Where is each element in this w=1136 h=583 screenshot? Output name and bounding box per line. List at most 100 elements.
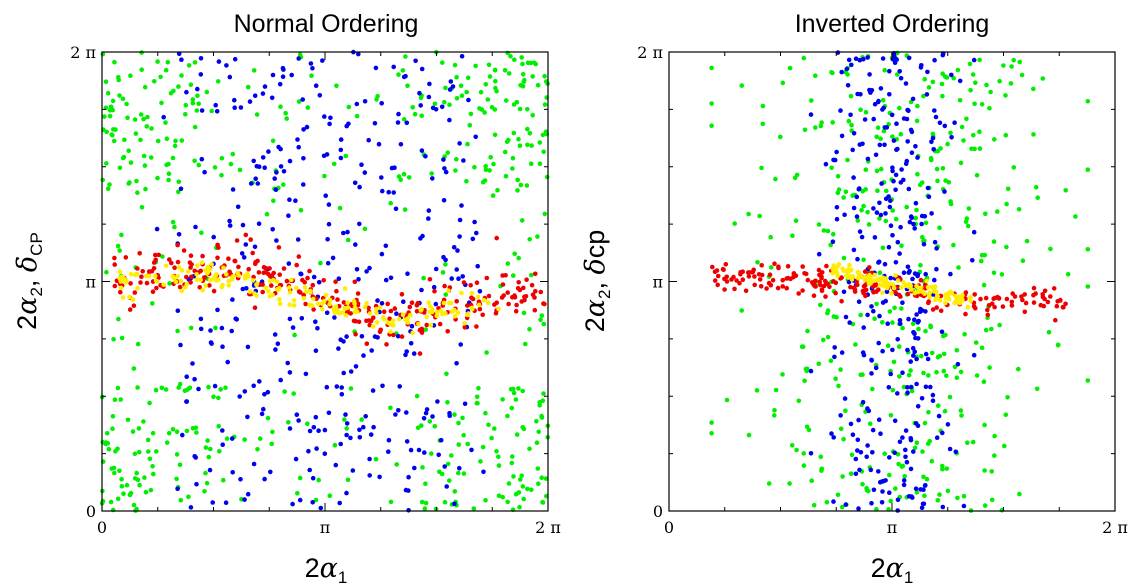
data-point	[176, 84, 181, 89]
data-point	[196, 386, 201, 392]
data-point	[433, 301, 439, 307]
data-point	[196, 101, 201, 106]
data-point	[841, 289, 847, 295]
data-point	[192, 124, 198, 130]
data-point	[925, 185, 931, 191]
data-point	[335, 297, 340, 302]
data-point	[1022, 292, 1027, 297]
data-point	[900, 370, 905, 376]
data-point	[203, 283, 208, 288]
data-point	[846, 279, 852, 285]
data-point	[505, 413, 510, 419]
data-point	[345, 300, 351, 306]
data-point	[903, 454, 908, 460]
data-point	[150, 301, 155, 306]
data-point	[871, 487, 877, 493]
data-point	[348, 311, 354, 316]
data-point	[877, 270, 883, 276]
data-point	[766, 481, 772, 486]
data-point	[213, 325, 218, 331]
data-point	[906, 284, 911, 289]
data-point	[515, 188, 520, 193]
data-point	[819, 120, 824, 125]
data-point	[220, 428, 225, 433]
data-point	[470, 236, 476, 242]
data-point	[301, 292, 307, 298]
data-point	[367, 265, 372, 271]
data-point	[183, 102, 189, 108]
data-point	[396, 408, 401, 413]
data-point	[272, 332, 278, 337]
data-point	[502, 149, 508, 155]
data-point	[428, 322, 434, 328]
data-point	[434, 313, 440, 319]
data-point	[1031, 86, 1036, 92]
data-point	[450, 84, 456, 89]
data-point	[527, 131, 533, 136]
data-point	[872, 235, 878, 240]
data-point	[226, 283, 232, 288]
data-point	[486, 62, 492, 68]
data-point	[888, 498, 893, 504]
data-point	[443, 257, 448, 263]
data-point	[880, 300, 886, 305]
data-point	[884, 188, 889, 194]
data-point	[354, 101, 360, 107]
data-point	[362, 99, 368, 104]
data-point	[132, 451, 138, 457]
data-point	[263, 285, 269, 291]
data-point	[922, 493, 927, 499]
data-point	[914, 207, 919, 213]
data-point	[989, 497, 995, 503]
data-point	[897, 439, 903, 445]
data-point	[772, 413, 777, 418]
data-point	[442, 283, 447, 289]
data-point	[940, 463, 945, 469]
data-point	[518, 83, 523, 88]
data-point	[189, 262, 194, 267]
data-point	[299, 316, 305, 321]
data-point	[492, 107, 498, 112]
data-point	[230, 297, 235, 302]
data-point	[393, 206, 399, 212]
data-point	[469, 305, 475, 311]
data-point	[816, 251, 822, 257]
data-point	[281, 266, 287, 271]
data-point	[138, 112, 144, 117]
data-point	[350, 468, 356, 473]
data-point	[443, 262, 448, 267]
data-point	[458, 83, 464, 89]
data-point	[480, 312, 486, 318]
data-point	[158, 74, 163, 80]
data-point	[487, 168, 492, 173]
data-point	[211, 288, 217, 294]
data-point	[243, 232, 249, 238]
data-point	[985, 307, 990, 313]
data-point	[925, 285, 931, 290]
data-point	[905, 107, 910, 113]
data-point	[426, 208, 432, 213]
data-point	[860, 141, 865, 147]
data-point	[885, 321, 890, 327]
data-point	[971, 304, 977, 309]
data-point	[739, 83, 745, 88]
data-point	[1023, 300, 1029, 306]
data-point	[838, 413, 843, 418]
data-point	[517, 106, 523, 112]
data-point	[790, 233, 795, 238]
data-point	[840, 474, 845, 479]
data-point	[356, 277, 361, 282]
data-point	[979, 258, 984, 264]
data-point	[291, 303, 297, 308]
data-point	[254, 112, 260, 117]
data-point	[271, 270, 277, 276]
data-point	[906, 494, 912, 499]
data-point	[335, 308, 341, 314]
data-point	[465, 141, 470, 147]
data-point	[380, 188, 385, 194]
data-point	[345, 229, 350, 235]
data-point	[887, 472, 892, 478]
data-point	[359, 334, 365, 339]
data-point	[175, 308, 181, 314]
data-point	[887, 455, 892, 460]
